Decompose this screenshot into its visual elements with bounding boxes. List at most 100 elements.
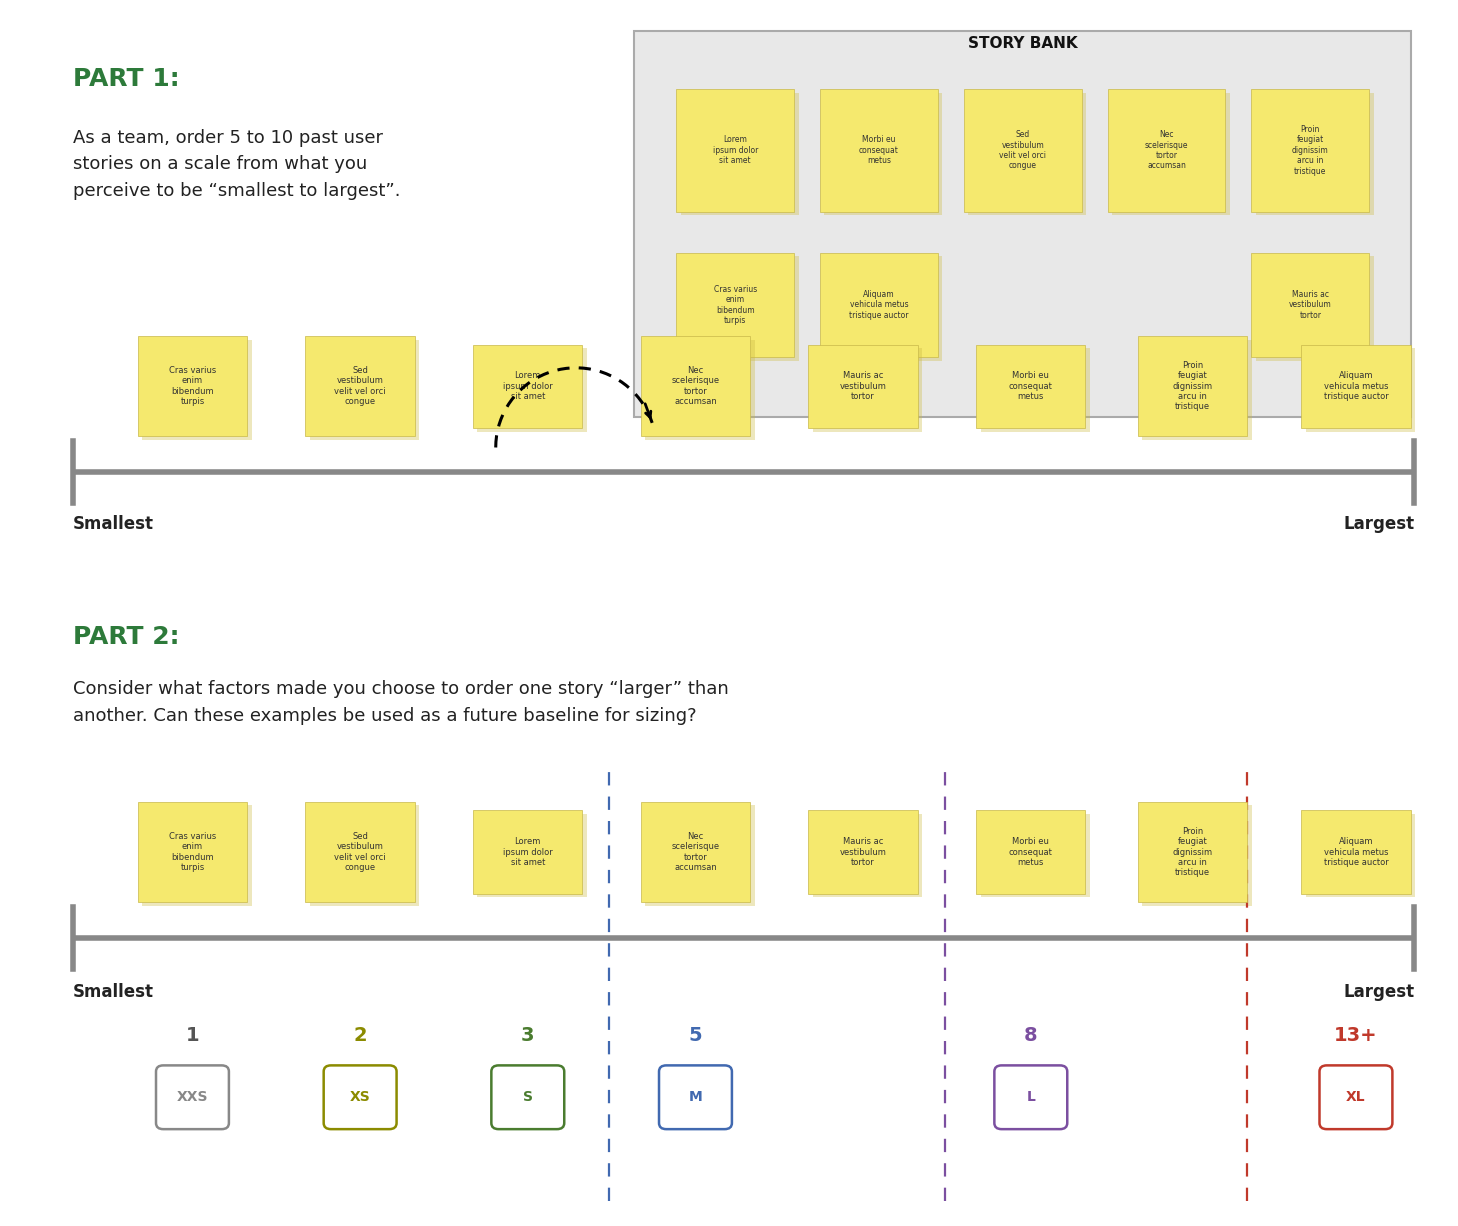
FancyBboxPatch shape — [681, 256, 799, 360]
FancyBboxPatch shape — [1319, 1065, 1392, 1129]
FancyBboxPatch shape — [977, 345, 1085, 428]
Text: M: M — [688, 1090, 703, 1105]
Text: Aliquam
vehicula metus
tristique auctor: Aliquam vehicula metus tristique auctor — [1324, 371, 1388, 401]
FancyBboxPatch shape — [994, 1065, 1067, 1129]
Text: Lorem
ipsum dolor
sit amet: Lorem ipsum dolor sit amet — [503, 371, 553, 401]
FancyBboxPatch shape — [977, 810, 1085, 894]
FancyBboxPatch shape — [477, 348, 586, 432]
Text: Nec
scelerisque
tortor
accumsan: Nec scelerisque tortor accumsan — [671, 832, 720, 872]
FancyBboxPatch shape — [677, 253, 795, 357]
Text: Sed
vestibulum
velit vel orci
congue: Sed vestibulum velit vel orci congue — [334, 367, 386, 406]
Text: Aliquam
vehicula metus
tristique auctor: Aliquam vehicula metus tristique auctor — [849, 289, 908, 320]
FancyBboxPatch shape — [1306, 814, 1414, 897]
Text: PART 2:: PART 2: — [73, 625, 179, 650]
Text: Mauris ac
vestibulum
tortor: Mauris ac vestibulum tortor — [840, 837, 886, 867]
Text: Smallest: Smallest — [73, 515, 155, 533]
FancyBboxPatch shape — [642, 802, 749, 902]
FancyBboxPatch shape — [659, 1065, 732, 1129]
Text: Mauris ac
vestibulum
tortor: Mauris ac vestibulum tortor — [840, 371, 886, 401]
Text: XL: XL — [1346, 1090, 1366, 1105]
FancyBboxPatch shape — [644, 805, 755, 906]
Text: Aliquam
vehicula metus
tristique auctor: Aliquam vehicula metus tristique auctor — [1324, 837, 1388, 867]
FancyBboxPatch shape — [634, 31, 1411, 417]
Text: As a team, order 5 to 10 past user
stories on a scale from what you
perceive to : As a team, order 5 to 10 past user stori… — [73, 129, 401, 200]
FancyBboxPatch shape — [819, 253, 937, 357]
FancyBboxPatch shape — [677, 89, 795, 212]
FancyBboxPatch shape — [477, 814, 586, 897]
FancyBboxPatch shape — [808, 345, 919, 428]
FancyBboxPatch shape — [980, 348, 1089, 432]
FancyBboxPatch shape — [305, 802, 414, 902]
FancyBboxPatch shape — [156, 1065, 229, 1129]
FancyBboxPatch shape — [968, 93, 1086, 216]
FancyBboxPatch shape — [824, 93, 942, 216]
FancyBboxPatch shape — [819, 89, 937, 212]
FancyBboxPatch shape — [141, 340, 251, 440]
FancyBboxPatch shape — [808, 810, 919, 894]
Text: Sed
vestibulum
velit vel orci
congue: Sed vestibulum velit vel orci congue — [999, 130, 1047, 170]
Text: Proin
feugiat
dignissim
arcu in
tristique: Proin feugiat dignissim arcu in tristiqu… — [1292, 125, 1328, 175]
FancyBboxPatch shape — [1251, 89, 1369, 212]
Text: XXS: XXS — [176, 1090, 208, 1105]
FancyBboxPatch shape — [814, 814, 921, 897]
Text: Cras varius
enim
bibendum
turpis: Cras varius enim bibendum turpis — [169, 367, 216, 406]
FancyBboxPatch shape — [137, 802, 246, 902]
FancyBboxPatch shape — [305, 336, 414, 436]
FancyBboxPatch shape — [1143, 805, 1251, 906]
Text: Largest: Largest — [1343, 983, 1414, 1002]
Text: STORY BANK: STORY BANK — [968, 36, 1077, 50]
FancyBboxPatch shape — [1301, 810, 1410, 894]
Text: Largest: Largest — [1343, 515, 1414, 533]
Text: S: S — [523, 1090, 532, 1105]
FancyBboxPatch shape — [1108, 89, 1226, 212]
FancyBboxPatch shape — [824, 256, 942, 360]
FancyBboxPatch shape — [1255, 256, 1373, 360]
FancyBboxPatch shape — [681, 93, 799, 216]
Text: Lorem
ipsum dolor
sit amet: Lorem ipsum dolor sit amet — [503, 837, 553, 867]
Text: Consider what factors made you choose to order one story “larger” than
another. : Consider what factors made you choose to… — [73, 680, 729, 725]
Text: 1: 1 — [185, 1026, 200, 1046]
FancyBboxPatch shape — [1143, 340, 1251, 440]
Text: Nec
scelerisque
tortor
accumsan: Nec scelerisque tortor accumsan — [671, 367, 720, 406]
Text: 13+: 13+ — [1334, 1026, 1378, 1046]
FancyBboxPatch shape — [309, 340, 418, 440]
Text: Lorem
ipsum dolor
sit amet: Lorem ipsum dolor sit amet — [713, 135, 758, 166]
Text: Sed
vestibulum
velit vel orci
congue: Sed vestibulum velit vel orci congue — [334, 832, 386, 872]
Text: Smallest: Smallest — [73, 983, 155, 1002]
FancyBboxPatch shape — [472, 810, 582, 894]
Text: Proin
feugiat
dignissim
arcu in
tristique: Proin feugiat dignissim arcu in tristiqu… — [1172, 826, 1213, 878]
FancyBboxPatch shape — [324, 1065, 397, 1129]
Text: L: L — [1026, 1090, 1035, 1105]
Text: Morbi eu
consequat
metus: Morbi eu consequat metus — [1009, 371, 1053, 401]
Text: 8: 8 — [1024, 1026, 1038, 1046]
FancyBboxPatch shape — [1137, 336, 1247, 436]
FancyBboxPatch shape — [1306, 348, 1414, 432]
Text: Morbi eu
consequat
metus: Morbi eu consequat metus — [859, 135, 900, 166]
FancyBboxPatch shape — [642, 336, 749, 436]
FancyBboxPatch shape — [1301, 345, 1410, 428]
FancyBboxPatch shape — [644, 340, 755, 440]
Text: Morbi eu
consequat
metus: Morbi eu consequat metus — [1009, 837, 1053, 867]
Text: 2: 2 — [353, 1026, 367, 1046]
Text: Nec
scelerisque
tortor
accumsan: Nec scelerisque tortor accumsan — [1145, 130, 1188, 170]
FancyBboxPatch shape — [472, 345, 582, 428]
Text: Mauris ac
vestibulum
tortor: Mauris ac vestibulum tortor — [1289, 289, 1331, 320]
FancyBboxPatch shape — [964, 89, 1082, 212]
FancyBboxPatch shape — [1137, 802, 1247, 902]
Text: Cras varius
enim
bibendum
turpis: Cras varius enim bibendum turpis — [169, 832, 216, 872]
FancyBboxPatch shape — [814, 348, 921, 432]
FancyBboxPatch shape — [137, 336, 246, 436]
Text: PART 1:: PART 1: — [73, 67, 179, 92]
FancyBboxPatch shape — [1112, 93, 1231, 216]
Text: 3: 3 — [521, 1026, 535, 1046]
FancyBboxPatch shape — [141, 805, 251, 906]
Text: Proin
feugiat
dignissim
arcu in
tristique: Proin feugiat dignissim arcu in tristiqu… — [1172, 360, 1213, 412]
FancyBboxPatch shape — [1251, 253, 1369, 357]
FancyBboxPatch shape — [980, 814, 1089, 897]
Text: XS: XS — [350, 1090, 370, 1105]
FancyBboxPatch shape — [491, 1065, 564, 1129]
Text: 5: 5 — [688, 1026, 703, 1046]
Text: Cras varius
enim
bibendum
turpis: Cras varius enim bibendum turpis — [713, 284, 757, 325]
FancyBboxPatch shape — [309, 805, 418, 906]
FancyBboxPatch shape — [1255, 93, 1373, 216]
